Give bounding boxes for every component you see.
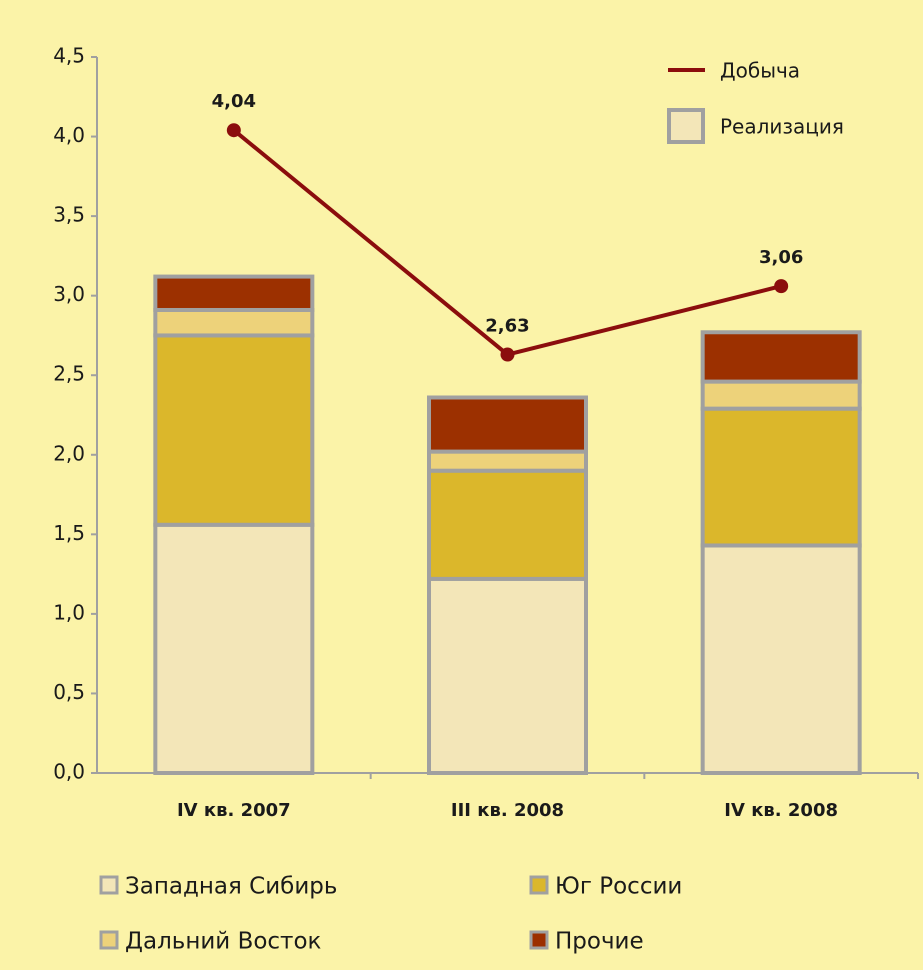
x-tick-label: IV кв. 2007 [177,800,291,821]
bar-segment [700,379,862,411]
y-tick-label: 1,0 [53,600,85,624]
data-label: 2,63 [485,316,529,337]
line-point [226,123,241,138]
legend-swatch [99,930,119,950]
bar-segment [427,395,588,454]
line-point [500,347,515,362]
bar-segment [427,449,588,473]
legend-swatch [99,875,119,895]
data-label: 3,06 [759,247,803,268]
y-tick-label: 3,5 [53,203,85,227]
bar-segment [427,468,588,581]
y-tick-label: 2,0 [53,441,85,465]
data-label: 4,04 [212,91,256,112]
legend-label: Западная Сибирь [125,874,337,900]
x-tick-label: III кв. 2008 [451,800,564,821]
y-tick-label: 2,5 [53,362,85,386]
y-tick-label: 3,0 [53,282,85,306]
y-tick-label: 1,5 [53,521,85,545]
bar-segment [700,406,862,548]
legend-label: Реализация [720,115,844,139]
line-point [774,279,789,294]
legend-swatch [529,930,549,950]
y-tick-label: 0,0 [53,760,85,784]
y-tick-label: 0,5 [53,680,85,704]
legend-label: Прочие [555,929,644,955]
y-tick-label: 4,5 [53,44,85,68]
x-tick-label: IV кв. 2008 [724,800,838,821]
legend-swatch [529,875,549,895]
bar-segment [700,543,862,776]
bar-segment [153,274,315,312]
legend-label: Дальний Восток [125,929,322,955]
legend-label: Юг России [555,874,682,900]
legend-label: Добыча [720,59,800,83]
bar-segment [153,307,315,338]
bar-segment [700,330,862,384]
legend-swatch [667,108,705,144]
bar-segment [427,576,588,776]
y-tick-label: 4,0 [53,123,85,147]
bar-segment [153,333,315,527]
bar-segment [153,522,315,776]
